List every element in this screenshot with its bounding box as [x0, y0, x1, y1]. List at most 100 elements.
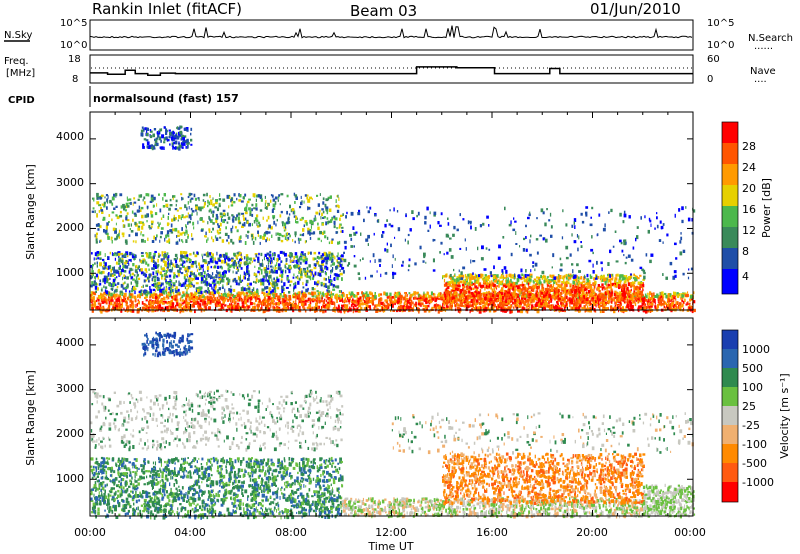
- heatmap-cell: [657, 298, 659, 301]
- heatmap-cell: [111, 274, 115, 277]
- heatmap-cell: [153, 128, 157, 131]
- heatmap-cell: [360, 306, 363, 310]
- heatmap-cell: [272, 299, 274, 303]
- heatmap-cell: [504, 309, 507, 313]
- heatmap-cell: [111, 252, 113, 256]
- heatmap-cell: [218, 278, 222, 281]
- heatmap-cell: [310, 272, 312, 277]
- heatmap-cell: [256, 225, 260, 228]
- heatmap-cell: [213, 284, 216, 289]
- heatmap-cell: [243, 287, 246, 292]
- noise-right-tick-top: 10^5: [707, 18, 734, 29]
- heatmap-cell: [180, 307, 182, 311]
- heatmap-cell: [326, 236, 329, 240]
- heatmap-cell: [96, 201, 100, 205]
- heatmap-cell: [353, 299, 356, 303]
- heatmap-cell: [306, 196, 309, 200]
- heatmap-cell: [221, 276, 224, 280]
- heatmap-cell: [234, 217, 237, 221]
- heatmap-cell: [175, 299, 179, 302]
- heatmap-cell: [210, 296, 213, 300]
- heatmap-cell: [315, 211, 319, 215]
- heatmap-cell: [213, 294, 215, 299]
- heatmap-cell: [170, 305, 174, 310]
- heatmap-cell: [508, 284, 511, 289]
- heatmap-cell: [348, 301, 350, 305]
- heatmap-cell: [288, 213, 291, 216]
- heatmap-cell: [389, 297, 392, 301]
- heatmap-cell: [295, 282, 297, 286]
- heatmap-cell: [152, 303, 154, 306]
- heatmap-cell: [157, 221, 159, 224]
- heatmap-cell: [153, 275, 157, 279]
- heatmap-cell: [271, 289, 275, 293]
- heatmap-cell: [307, 198, 311, 203]
- heatmap-cell: [252, 309, 256, 312]
- heatmap-cell: [108, 221, 110, 223]
- heatmap-cell: [145, 193, 148, 197]
- heatmap-cell: [105, 275, 108, 280]
- heatmap-cell: [302, 286, 305, 289]
- heatmap-cell: [172, 195, 174, 199]
- heatmap-cell: [146, 220, 148, 223]
- heatmap-cell: [681, 294, 685, 298]
- heatmap-cell: [102, 293, 105, 298]
- heatmap-cell: [274, 196, 278, 200]
- heatmap-cell: [649, 309, 652, 313]
- heatmap-cell: [508, 297, 510, 301]
- heatmap-cell: [193, 272, 195, 276]
- heatmap-cell: [420, 299, 423, 302]
- heatmap-cell: [307, 268, 309, 272]
- heatmap-cell: [233, 295, 236, 299]
- heatmap-cell: [450, 306, 453, 310]
- heatmap-cell: [207, 204, 209, 208]
- heatmap-cell: [149, 256, 152, 259]
- heatmap-cell: [577, 306, 581, 310]
- heatmap-cell: [272, 296, 274, 301]
- heatmap-cell: [663, 300, 665, 304]
- heatmap-cell: [274, 207, 276, 210]
- heatmap-cell: [290, 266, 292, 270]
- heatmap-cell: [330, 280, 332, 283]
- heatmap-cell: [238, 199, 242, 202]
- heatmap-cell: [319, 269, 321, 274]
- heatmap-cell: [245, 292, 249, 295]
- heatmap-cell: [168, 207, 171, 211]
- heatmap-cell: [531, 304, 534, 308]
- heatmap-cell: [230, 299, 232, 303]
- heatmap-cell: [677, 301, 679, 305]
- heatmap-cell: [404, 306, 406, 310]
- heatmap-cell: [142, 143, 145, 147]
- heatmap-cell: [140, 221, 143, 225]
- heatmap-cell: [169, 269, 173, 273]
- heatmap-cell: [115, 288, 118, 293]
- heatmap-cell: [265, 305, 268, 309]
- heatmap-cell: [274, 285, 276, 288]
- heatmap-cell: [391, 296, 395, 299]
- heatmap-cell: [180, 258, 183, 262]
- heatmap-cell: [205, 292, 207, 295]
- heatmap-cell: [227, 263, 230, 267]
- heatmap-cell: [215, 284, 217, 289]
- heatmap-cell: [142, 284, 144, 288]
- nave-tick-bottom: 0: [707, 74, 713, 85]
- heatmap-cell: [396, 292, 399, 297]
- heatmap-cell: [138, 296, 141, 299]
- heatmap-cell: [184, 255, 187, 259]
- heatmap-cell: [119, 193, 123, 197]
- heatmap-cell: [244, 211, 248, 215]
- heatmap-cell: [304, 295, 307, 299]
- heatmap-cell: [301, 233, 304, 237]
- heatmap-cell: [275, 270, 278, 274]
- heatmap-cell: [99, 196, 102, 200]
- heatmap-cell: [90, 294, 92, 298]
- heatmap-cell: [196, 297, 200, 300]
- heatmap-cell: [314, 217, 317, 221]
- heatmap-cell: [528, 306, 530, 309]
- heatmap-cell: [273, 302, 276, 306]
- heatmap-cell: [146, 205, 149, 209]
- heatmap-cell: [206, 192, 208, 197]
- heatmap-cell: [584, 309, 586, 313]
- heatmap-cell: [265, 206, 268, 210]
- heatmap-cell: [120, 297, 122, 302]
